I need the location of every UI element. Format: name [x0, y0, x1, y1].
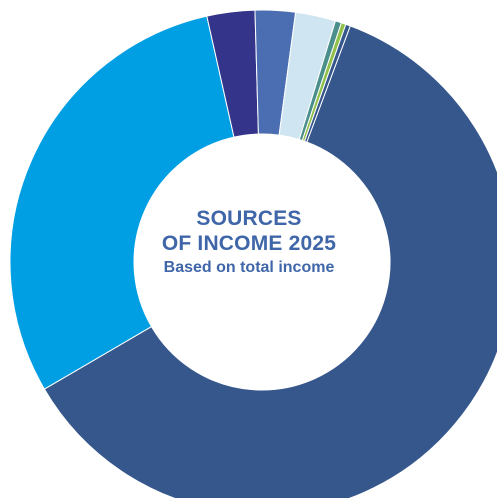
donut-slice-1: [43, 25, 497, 498]
chart-subtitle: Based on total income: [163, 259, 335, 276]
chart-title-line-2: OF INCOME 2025: [161, 232, 337, 255]
donut-slice-8: [303, 23, 351, 143]
center-label: SOURCES OF INCOME 2025 Based on total in…: [134, 206, 364, 279]
chart-title-line-1: SOURCES: [196, 207, 302, 230]
donut-slice-2: [9, 15, 235, 390]
donut-slices: [9, 9, 497, 498]
